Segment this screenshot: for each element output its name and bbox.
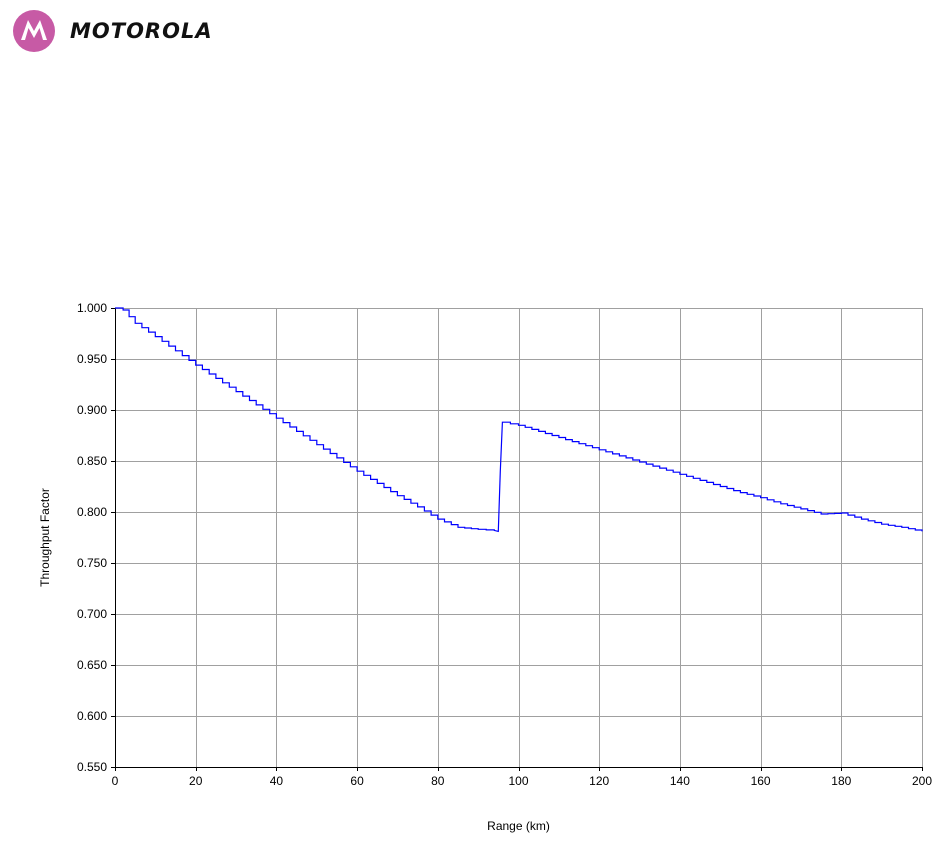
y-tick-label: 0.950	[77, 352, 107, 366]
x-tick-label: 180	[831, 774, 851, 788]
y-tick-label: 0.650	[77, 658, 107, 672]
brand-name: MOTOROLA	[70, 19, 213, 43]
y-tick-label: 0.800	[77, 505, 107, 519]
motorola-batwing-icon	[13, 10, 55, 52]
x-tick-label: 140	[670, 774, 690, 788]
x-tick-label: 120	[589, 774, 609, 788]
x-tick-label: 60	[350, 774, 364, 788]
y-tick-label: 0.700	[77, 607, 107, 621]
logo-batwing	[21, 20, 47, 40]
y-axis-title: Throughput Factor	[38, 488, 52, 587]
x-tick-label: 20	[189, 774, 203, 788]
x-tick-label: 200	[912, 774, 932, 788]
x-tick-label: 80	[431, 774, 445, 788]
chart-grid	[115, 308, 923, 768]
y-tick-label: 1.000	[77, 301, 107, 315]
x-axis-title: Range (km)	[487, 819, 550, 833]
y-tick-label: 0.550	[77, 760, 107, 774]
brand-header: MOTOROLA	[12, 8, 213, 54]
chart-series	[115, 307, 923, 533]
chart-tick-labels: 0 20 40 60 80 100 120 140 160 180 200 0.550 0.600 0.6…	[77, 301, 932, 788]
x-tick-label: 0	[112, 774, 119, 788]
y-tick-label: 0.900	[77, 403, 107, 417]
y-tick-label: 0.850	[77, 454, 107, 468]
y-tick-label: 0.750	[77, 556, 107, 570]
y-tick-label: 0.600	[77, 709, 107, 723]
x-tick-label: 160	[751, 774, 771, 788]
throughput-line	[115, 307, 923, 533]
x-tick-label: 100	[508, 774, 528, 788]
chart-axes	[111, 308, 923, 771]
x-tick-label: 40	[270, 774, 284, 788]
